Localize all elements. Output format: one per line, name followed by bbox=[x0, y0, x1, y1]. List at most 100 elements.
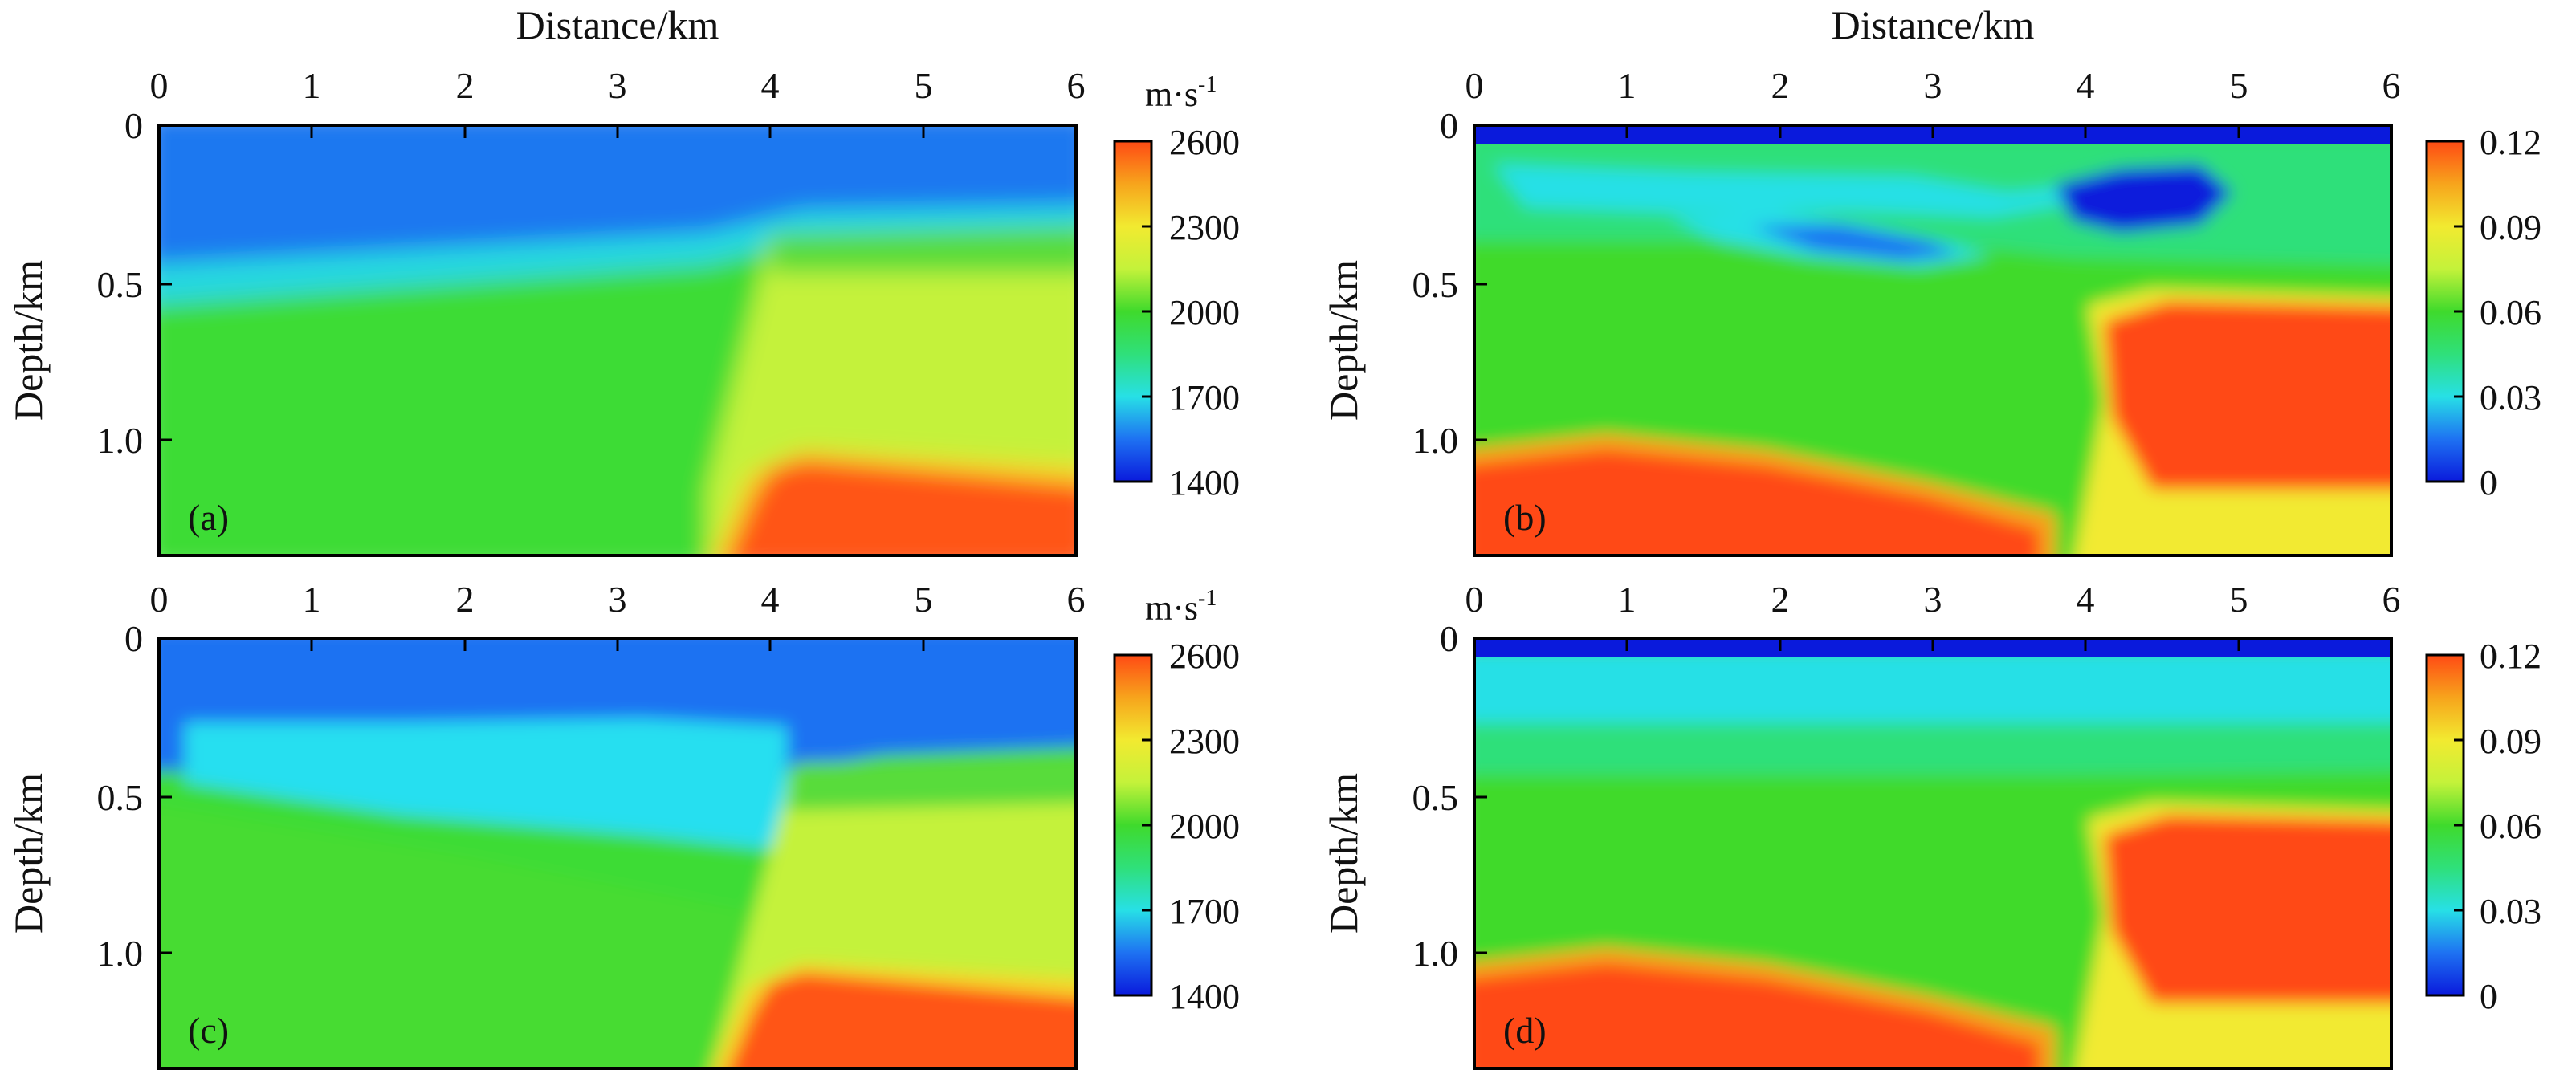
x-tick-label: 0 bbox=[1465, 65, 1484, 106]
colorbar-tick-label: 1700 bbox=[1169, 892, 1240, 931]
y-axis-title: Depth/km bbox=[1321, 773, 1366, 934]
colorbar-tick-label: 0.12 bbox=[2480, 637, 2541, 676]
x-tick-label: 2 bbox=[1771, 579, 1790, 620]
heatmap-region bbox=[787, 755, 1076, 811]
heatmap-region bbox=[1474, 722, 2391, 775]
colorbar-tick-label: 0.12 bbox=[2480, 123, 2541, 162]
y-tick-label: 0 bbox=[1440, 618, 1458, 659]
panel-label: (d) bbox=[1503, 1010, 1547, 1051]
x-tick-label: 6 bbox=[1067, 579, 1086, 620]
x-tick-label: 4 bbox=[761, 579, 780, 620]
x-tick-label: 5 bbox=[915, 579, 933, 620]
panel-label: (a) bbox=[188, 497, 229, 538]
x-tick-label: 5 bbox=[2230, 579, 2248, 620]
y-ticks: 0 0.5 1.0 bbox=[1412, 105, 1487, 461]
x-tick-label: 3 bbox=[1924, 579, 1942, 620]
panel-label: (c) bbox=[188, 1010, 229, 1051]
heatmap-b bbox=[1474, 125, 2391, 555]
x-tick-label: 2 bbox=[456, 65, 475, 106]
y-tick-label: 1.0 bbox=[1412, 933, 1459, 974]
x-ticks: 0 1 2 3 4 5 6 bbox=[150, 579, 1086, 651]
x-tick-label: 2 bbox=[1771, 65, 1790, 106]
x-tick-label: 1 bbox=[303, 579, 321, 620]
heatmap-region bbox=[1494, 165, 2088, 217]
y-ticks: 0 0.5 1.0 bbox=[1412, 618, 1487, 974]
colorbar-tick-label: 0.03 bbox=[2480, 892, 2541, 931]
heatmap-region bbox=[2104, 301, 2391, 490]
x-tick-label: 3 bbox=[609, 579, 627, 620]
heatmap-c bbox=[159, 638, 1076, 1068]
panel-label: (b) bbox=[1503, 497, 1547, 538]
heatmap-a bbox=[159, 125, 1076, 555]
heatmap-region bbox=[159, 205, 1076, 304]
colorbar-d: 0.12 0.09 0.06 0.03 0 bbox=[2425, 637, 2541, 1016]
colorbar-tick-label: 0.03 bbox=[2480, 378, 2541, 417]
x-tick-label: 5 bbox=[915, 65, 933, 106]
colorbar-tick-label: 0.06 bbox=[2480, 293, 2541, 332]
x-ticks: 0 1 2 3 4 5 6 bbox=[1465, 579, 2401, 651]
y-tick-label: 1.0 bbox=[97, 933, 144, 974]
x-axis-title: Distance/km bbox=[516, 2, 719, 47]
y-tick-label: 1.0 bbox=[1412, 420, 1459, 461]
y-tick-label: 0.5 bbox=[1412, 777, 1459, 818]
x-tick-label: 0 bbox=[150, 579, 169, 620]
colorbar-tick-label: 0 bbox=[2480, 977, 2497, 1016]
y-tick-label: 0 bbox=[124, 618, 143, 659]
x-tick-label: 6 bbox=[2382, 579, 2401, 620]
colorbar-tick-label: 1400 bbox=[1169, 463, 1240, 502]
heatmap-region bbox=[159, 805, 771, 1068]
x-tick-label: 1 bbox=[303, 65, 321, 106]
y-ticks: 0 0.5 1.0 bbox=[97, 618, 172, 974]
colorbar-tick-label: 2600 bbox=[1169, 123, 1240, 162]
y-axis-title: Depth/km bbox=[1321, 260, 1366, 421]
x-tick-label: 4 bbox=[2077, 579, 2095, 620]
heatmap-region bbox=[159, 125, 1076, 272]
y-tick-label: 0 bbox=[1440, 105, 1458, 146]
heatmap-region bbox=[728, 459, 1076, 555]
colorbar-tick-label: 2600 bbox=[1169, 637, 1240, 676]
colorbar-tick-label: 1400 bbox=[1169, 977, 1240, 1016]
y-tick-label: 1.0 bbox=[97, 420, 144, 461]
heatmap-region bbox=[1474, 450, 2040, 555]
x-axis-title: Distance/km bbox=[1832, 2, 2035, 47]
colorbar-tick-label: 2000 bbox=[1169, 293, 1240, 332]
y-tick-label: 0.5 bbox=[97, 777, 144, 818]
y-tick-label: 0.5 bbox=[1412, 264, 1459, 305]
x-tick-label: 6 bbox=[1067, 65, 1086, 106]
y-axis-title: Depth/km bbox=[6, 773, 51, 934]
colorbar-unit: m·s-1 bbox=[1145, 586, 1217, 628]
x-tick-label: 3 bbox=[1924, 65, 1942, 106]
heatmap-region bbox=[771, 226, 1076, 273]
heatmap-region bbox=[2056, 165, 2232, 233]
colorbar-tick-label: 2300 bbox=[1169, 208, 1240, 247]
colorbar-a: m·s-1 2600 2300 2000 1700 1400 bbox=[1113, 72, 1240, 502]
colorbar-tick-label: 0.06 bbox=[2480, 807, 2541, 846]
panel-c: 0 1 2 3 4 5 6 0 0.5 1.0 Depth/km (c) m·s… bbox=[6, 579, 1240, 1070]
colorbar-tick-label: 2000 bbox=[1169, 807, 1240, 846]
x-tick-label: 3 bbox=[609, 65, 627, 106]
y-axis-title: Depth/km bbox=[6, 260, 51, 421]
colorbar-tick-label: 0 bbox=[2480, 463, 2497, 502]
x-ticks: 0 1 2 3 4 5 6 bbox=[1465, 65, 2401, 138]
colorbar-c: m·s-1 2600 2300 2000 1700 1400 bbox=[1113, 586, 1240, 1016]
panel-d: 0 1 2 3 4 5 6 0 0.5 1.0 Depth/km (d) 0.1… bbox=[1321, 579, 2541, 1070]
heatmap-region bbox=[729, 973, 1076, 1068]
colorbar-unit: m·s-1 bbox=[1145, 72, 1217, 114]
y-tick-label: 0 bbox=[124, 105, 143, 146]
panel-a: Distance/km 0 1 2 3 4 bbox=[6, 2, 1240, 557]
x-tick-label: 2 bbox=[456, 579, 475, 620]
heatmap-region bbox=[185, 718, 787, 851]
x-tick-label: 1 bbox=[1618, 579, 1636, 620]
panel-b: Distance/km 0 bbox=[1321, 2, 2541, 557]
heatmap-d bbox=[1474, 638, 2391, 1068]
colorbar-b: 0.12 0.09 0.06 0.03 0 bbox=[2425, 123, 2541, 502]
y-tick-label: 0.5 bbox=[97, 264, 144, 305]
x-tick-label: 6 bbox=[2382, 65, 2401, 106]
colorbar-tick-label: 2300 bbox=[1169, 722, 1240, 761]
y-ticks: 0 0.5 1.0 bbox=[97, 105, 172, 461]
x-tick-label: 0 bbox=[1465, 579, 1484, 620]
x-tick-label: 5 bbox=[2230, 65, 2248, 106]
heatmap-region bbox=[1474, 963, 2040, 1068]
x-tick-label: 1 bbox=[1618, 65, 1636, 106]
